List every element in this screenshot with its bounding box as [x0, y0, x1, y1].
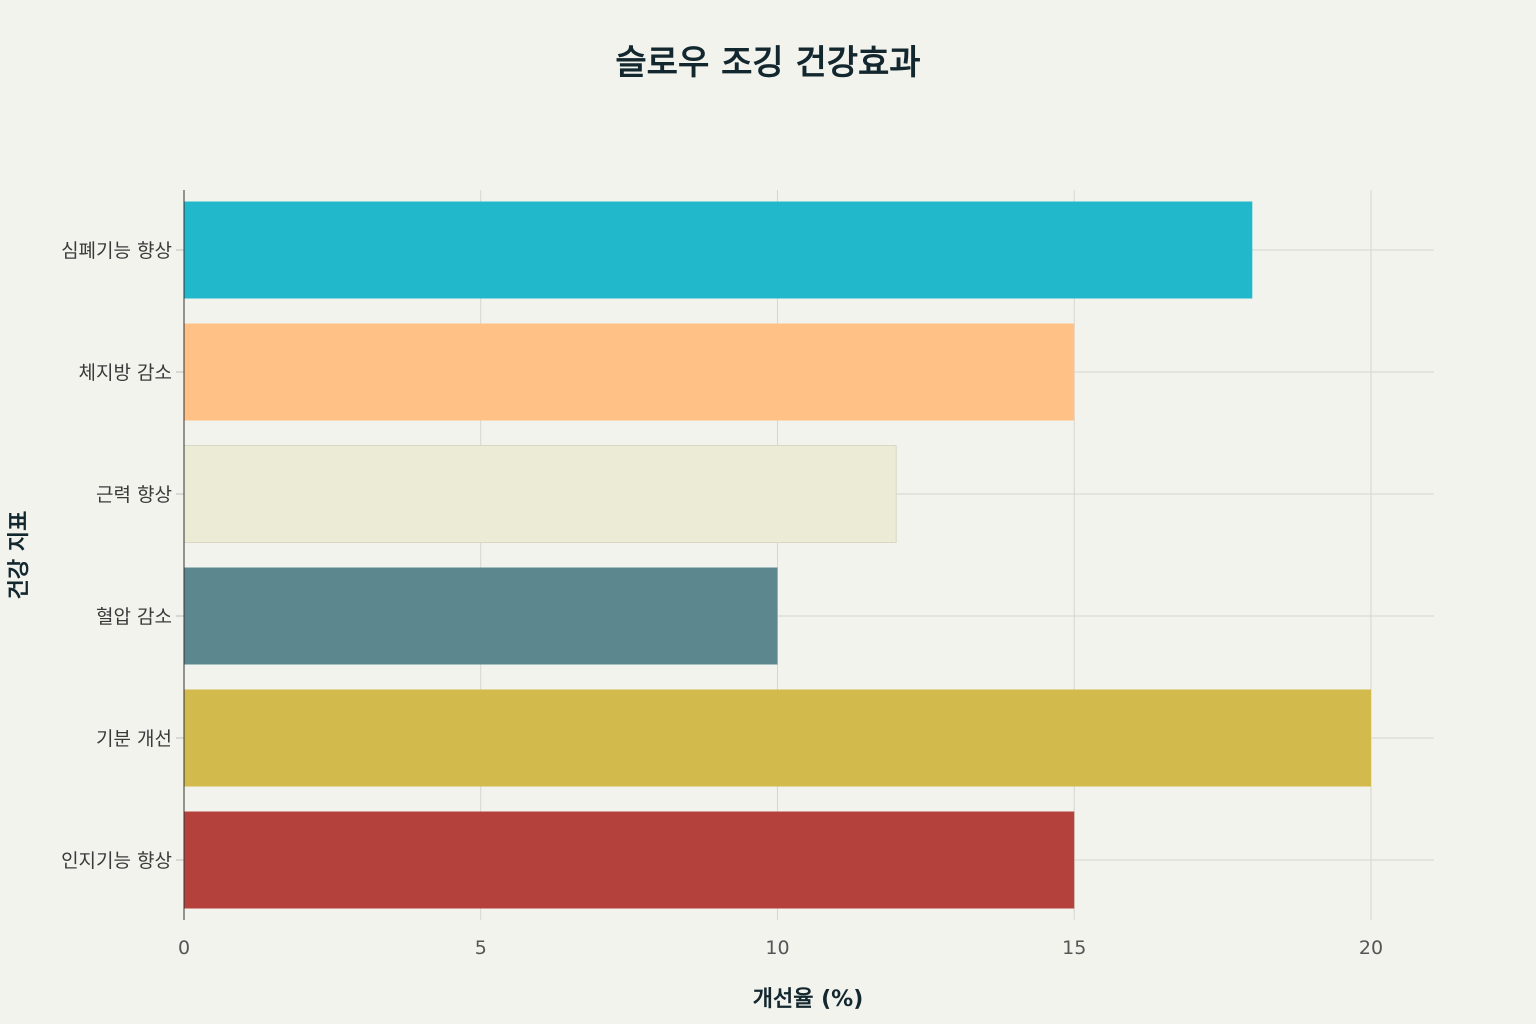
- x-tick-label: 5: [475, 937, 487, 959]
- category-label: 혈압 감소: [96, 606, 172, 628]
- category-label: 심폐기능 향상: [61, 240, 172, 262]
- category-label: 체지방 감소: [79, 362, 172, 384]
- category-label: 근력 향상: [96, 484, 172, 506]
- x-axis-title: 개선율 (%): [753, 987, 864, 1012]
- y-axis-title: 건강 지표: [7, 511, 32, 600]
- bars: [183, 201, 1371, 909]
- bar: [184, 201, 1253, 299]
- bar: [184, 689, 1371, 787]
- bar: [183, 445, 897, 543]
- x-tick-label: 20: [1359, 937, 1383, 959]
- category-label: 기분 개선: [96, 728, 172, 750]
- category-label: 인지기능 향상: [61, 850, 172, 872]
- bar: [184, 323, 1075, 421]
- chart-title: 슬로우 조깅 건강효과: [615, 43, 920, 83]
- bar: [184, 811, 1075, 909]
- grid-lines: [184, 190, 1434, 920]
- x-tick-label: 15: [1062, 937, 1086, 959]
- x-tick-labels: 0 5 10 15 20: [178, 937, 1383, 959]
- x-tick-label: 0: [178, 937, 190, 959]
- x-tick-label: 10: [765, 937, 789, 959]
- bar: [184, 567, 778, 665]
